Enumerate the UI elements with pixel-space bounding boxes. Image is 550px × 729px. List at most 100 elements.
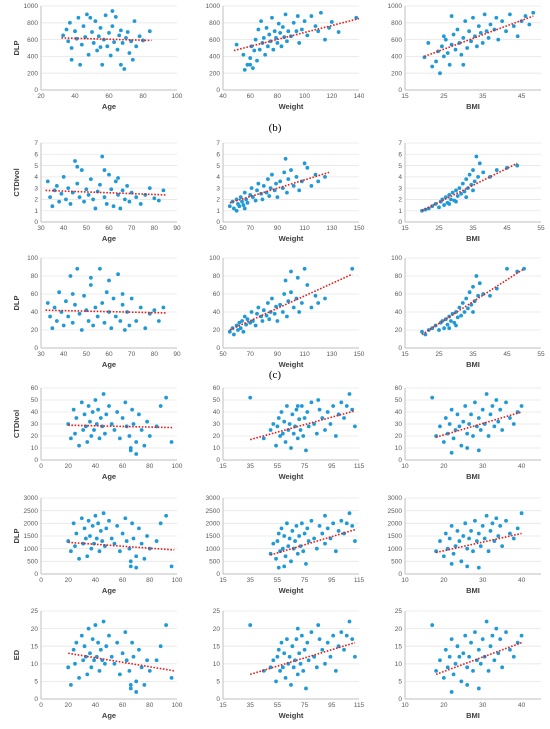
data-point: [333, 549, 338, 554]
data-point: [447, 654, 452, 659]
data-point: [480, 523, 485, 528]
data-point: [112, 541, 117, 546]
data-point: [323, 541, 327, 546]
data-point: [101, 511, 106, 516]
data-point: [471, 310, 475, 314]
data-point: [64, 299, 68, 304]
data-point: [255, 188, 259, 193]
data-point: [68, 202, 73, 206]
data-point: [423, 332, 428, 337]
data-point: [100, 301, 105, 305]
data-point: [350, 266, 355, 271]
y-tick-label: 40: [395, 309, 403, 316]
data-point: [472, 179, 477, 184]
data-point: [464, 296, 469, 301]
data-point: [103, 431, 107, 436]
data-point: [484, 619, 489, 624]
data-point: [459, 313, 463, 318]
data-point: [137, 647, 141, 652]
data-point: [92, 658, 96, 663]
data-point: [457, 424, 462, 429]
data-point: [301, 549, 306, 554]
data-point: [287, 536, 292, 541]
data-point: [86, 52, 91, 57]
data-point: [449, 561, 454, 566]
data-point: [88, 534, 92, 538]
x-tick-label: 20: [65, 702, 73, 709]
x-tick-label: 25: [435, 351, 443, 358]
y-tick-label: 0: [34, 345, 38, 352]
data-point: [508, 647, 512, 652]
data-point: [469, 529, 473, 533]
data-point: [147, 186, 152, 191]
x-tick-label: 15: [401, 351, 409, 358]
data-point: [79, 516, 84, 521]
data-point: [265, 44, 270, 49]
data-point: [93, 305, 98, 310]
y-tick-label: 600: [391, 37, 402, 44]
data-point: [305, 410, 310, 414]
data-point: [299, 301, 304, 305]
data-point: [447, 193, 452, 197]
data-point: [309, 305, 314, 310]
data-point: [278, 668, 283, 673]
data-point: [90, 523, 95, 528]
data-point: [309, 400, 314, 405]
data-point: [478, 428, 483, 432]
data-point: [93, 398, 98, 402]
data-point: [94, 536, 99, 541]
data-point: [316, 179, 321, 184]
data-point: [120, 41, 125, 45]
data-point: [264, 313, 269, 318]
data-point: [290, 644, 295, 649]
x-tick-label: 150: [354, 351, 365, 358]
data-point: [274, 181, 278, 186]
y-tick-label: 0: [34, 219, 38, 226]
x-tick-label: 55: [537, 225, 545, 232]
data-point: [500, 428, 505, 432]
data-point: [278, 302, 283, 307]
data-point: [519, 633, 524, 638]
data-point: [460, 181, 465, 186]
y-tick-label: 7: [398, 140, 402, 147]
data-point: [445, 665, 450, 670]
data-point: [270, 172, 274, 177]
data-point: [306, 539, 311, 543]
data-point: [147, 29, 152, 34]
data-point: [77, 556, 81, 561]
data-point: [139, 428, 144, 432]
data-point: [290, 412, 295, 417]
data-point: [511, 422, 516, 426]
data-point: [161, 305, 166, 310]
data-point: [238, 326, 243, 331]
y-tick-label: 0: [216, 696, 220, 703]
data-point: [443, 37, 448, 42]
y-tick-label: 0: [216, 345, 220, 352]
data-point: [45, 179, 50, 184]
x-tick-label: 30: [479, 463, 487, 470]
data-point: [438, 658, 442, 663]
data-point: [265, 177, 270, 182]
x-axis-title: Age: [102, 360, 116, 369]
data-point: [83, 536, 88, 541]
trend-line: [435, 641, 522, 676]
data-point: [471, 15, 475, 20]
y-tick-label: 2000: [24, 521, 39, 528]
data-point: [515, 269, 520, 274]
y-tick-label: 0: [216, 87, 220, 94]
data-point: [283, 440, 288, 444]
y-tick-label: 0: [34, 87, 38, 94]
data-point: [312, 654, 317, 659]
data-point: [339, 400, 344, 405]
scatter-chart-11: 0 10 20 30 40 50 60 15 35 55 75 95 115 Weight: [213, 385, 365, 481]
x-tick-label: 90: [274, 225, 282, 232]
x-axis-title: BMI: [466, 586, 480, 595]
data-point: [90, 637, 95, 642]
x-axis-title: Age: [102, 234, 116, 243]
data-point: [253, 198, 258, 203]
data-point: [236, 328, 240, 332]
y-tick-label: 0: [216, 219, 220, 226]
data-point: [52, 305, 57, 310]
data-point: [445, 51, 450, 55]
x-tick-label: 10: [401, 463, 409, 470]
